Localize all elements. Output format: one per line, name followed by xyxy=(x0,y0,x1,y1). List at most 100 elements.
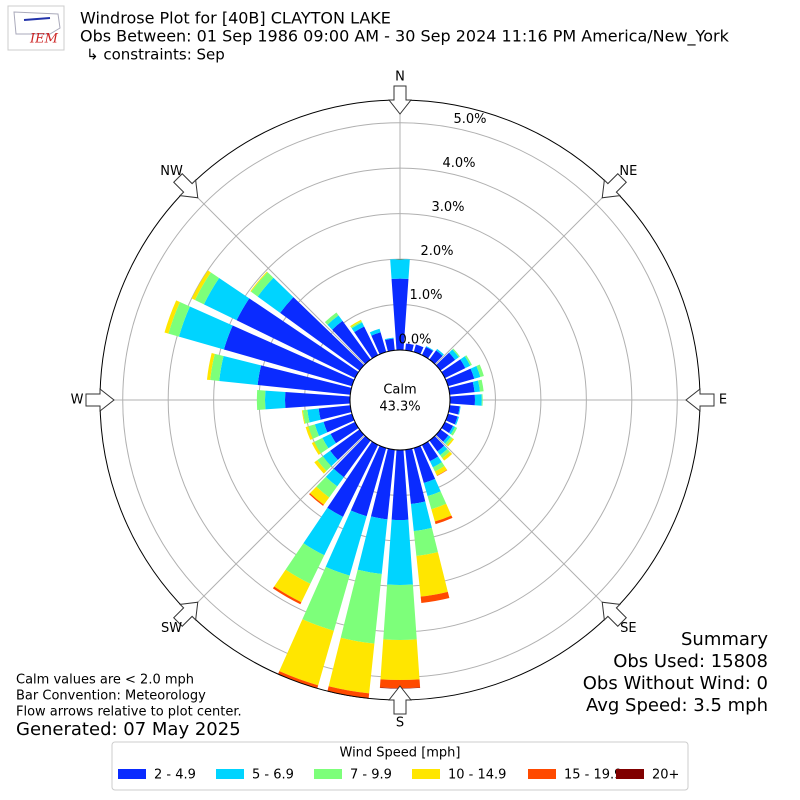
bar-segment xyxy=(432,462,445,472)
bar-segment xyxy=(285,543,325,584)
bar-segment xyxy=(206,353,215,381)
bar-segment xyxy=(327,686,370,699)
summary-line: Obs Used: 15808 xyxy=(613,651,768,672)
logo-line xyxy=(23,17,51,21)
bar-segment xyxy=(350,319,362,328)
bar-segment xyxy=(330,421,359,444)
bar-segment xyxy=(178,306,233,350)
bar-segment xyxy=(322,433,336,449)
r-tick-label: 0.0% xyxy=(398,332,431,347)
bar-segment xyxy=(280,297,365,371)
x-tick-label: W xyxy=(71,393,84,408)
bar-segment xyxy=(265,390,286,410)
x-tick-label: N xyxy=(395,70,405,85)
bar-segment xyxy=(431,503,452,522)
bar-segment xyxy=(449,349,459,360)
bar-segment xyxy=(194,272,220,305)
bar-segment xyxy=(421,441,439,462)
bar-segment xyxy=(203,277,250,321)
legend-swatch xyxy=(412,769,440,779)
constraints: ↳ constraints: Sep xyxy=(86,46,225,64)
r-tick-label: 2.0% xyxy=(420,244,453,259)
note: Bar Convention: Meteorology xyxy=(16,689,206,704)
r-tick-label: 4.0% xyxy=(442,156,475,171)
bar-segment xyxy=(302,566,350,631)
bar-segment xyxy=(340,569,382,644)
direction-arrow xyxy=(387,685,413,715)
bar-segment xyxy=(448,405,460,415)
x-tick-label: NE xyxy=(619,164,637,179)
bar-segment xyxy=(435,352,456,371)
bar-segment xyxy=(277,671,319,689)
bar-segment xyxy=(328,637,375,694)
chart-subtitle: Obs Between: 01 Sep 1986 09:00 AM - 30 S… xyxy=(80,27,730,47)
bar-segment xyxy=(354,326,379,359)
bar-segment xyxy=(416,552,448,597)
bar-segment xyxy=(420,591,450,603)
x-tick-label: SW xyxy=(161,621,182,636)
summary-line: Obs Without Wind: 0 xyxy=(583,673,768,694)
bar-segment xyxy=(441,359,466,379)
bar-segment xyxy=(445,413,458,425)
bar-segment xyxy=(434,465,448,476)
bar-segment xyxy=(279,619,334,686)
bar-segment xyxy=(324,312,339,325)
bar-segment xyxy=(333,435,371,478)
bar-segment xyxy=(314,421,328,437)
bar-segment xyxy=(257,277,294,313)
summary-line: Avg Speed: 3.5 mph xyxy=(586,695,768,716)
bar-segment xyxy=(405,343,414,352)
legend-swatch xyxy=(216,769,244,779)
bar-segment xyxy=(384,337,394,341)
bar-segment xyxy=(302,409,310,424)
bar-segment xyxy=(413,445,436,484)
legend-swatch xyxy=(118,769,146,779)
bar-segment xyxy=(413,527,438,556)
bar-segment xyxy=(308,424,320,439)
bar-segment xyxy=(272,586,302,605)
bar-segment xyxy=(379,679,421,689)
bar-segment xyxy=(380,639,420,680)
r-tick-label: 5.0% xyxy=(453,112,486,127)
bar-segment xyxy=(443,435,451,444)
bar-segment xyxy=(256,390,266,410)
note: Flow arrows relative to plot center. xyxy=(16,705,242,720)
bar-segment xyxy=(452,348,460,358)
bar-segment xyxy=(307,408,321,423)
bar-segment xyxy=(458,406,461,415)
bar-segment xyxy=(421,346,434,359)
bar-segment xyxy=(460,356,471,369)
grid-spoke xyxy=(187,435,365,613)
bar-segment xyxy=(350,445,387,517)
r-tick-label: 3.0% xyxy=(431,200,464,215)
bar-segment xyxy=(435,429,449,442)
bar-segment xyxy=(442,451,453,461)
bar-segment xyxy=(448,425,456,435)
direction-arrow xyxy=(685,387,715,413)
bar-segment xyxy=(257,365,352,395)
bar-segment xyxy=(325,468,344,487)
bar-segment xyxy=(436,348,444,356)
bar-segment xyxy=(427,491,447,510)
bar-segment xyxy=(383,584,417,640)
bar-segment xyxy=(445,436,453,446)
bar-segment xyxy=(472,380,481,393)
axes: 0.0% 1.0% 2.0% 3.0% 4.0% 5.0% N NE E SE S SW W NW xyxy=(71,70,728,731)
legend-label: 15 - 19.9 xyxy=(564,768,622,783)
bar-segment xyxy=(351,322,365,333)
grid-spoke xyxy=(187,187,365,365)
bar-segment xyxy=(357,516,388,575)
calm-label: Calm xyxy=(383,383,416,398)
bar-segment xyxy=(371,332,387,355)
bar-segment xyxy=(314,460,327,474)
bar-segment xyxy=(223,325,355,387)
bar-segment xyxy=(236,298,359,379)
bar-segment xyxy=(191,270,211,300)
bar-segment xyxy=(413,344,424,355)
bar-segment xyxy=(470,365,481,379)
bar-segment xyxy=(322,450,338,467)
bar-segment xyxy=(310,486,330,505)
bar-segment xyxy=(410,501,432,532)
legend-label: 7 - 9.9 xyxy=(350,768,392,783)
